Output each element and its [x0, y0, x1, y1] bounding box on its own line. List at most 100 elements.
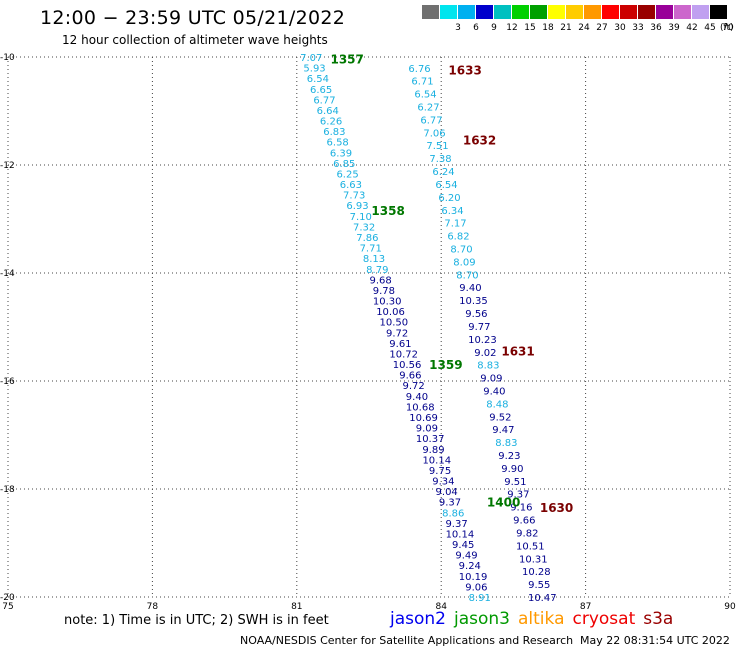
- wave-height-value: 10.51: [516, 541, 545, 552]
- wave-height-value: 10.69: [409, 413, 438, 424]
- wave-height-value: 8.79: [366, 265, 388, 276]
- wave-height-value: 6.27: [417, 103, 439, 114]
- wave-height-value: 9.49: [455, 551, 477, 562]
- wave-height-value: 7.06: [423, 128, 445, 139]
- footnote: note: 1) Time is in UTC; 2) SWH is in fe…: [64, 613, 329, 628]
- wave-height-value: 6.24: [432, 167, 454, 178]
- lat-tick-label: -14: [0, 269, 15, 279]
- pass-time-label: 1630: [540, 501, 573, 515]
- wave-height-value: 9.24: [459, 561, 481, 572]
- pass-time-label: 1357: [330, 53, 363, 67]
- lat-tick-label: -10: [0, 53, 15, 63]
- wave-height-value: 7.38: [429, 154, 451, 165]
- satellite-name: altika: [518, 609, 565, 629]
- legend-swatch: [422, 5, 439, 19]
- wave-height-value: 8.48: [486, 399, 508, 410]
- legend-swatch: [548, 5, 565, 19]
- chart-subtitle: 12 hour collection of altimeter wave hei…: [62, 33, 328, 47]
- wave-height-value: 6.34: [441, 206, 463, 217]
- wave-height-value: 9.37: [507, 490, 529, 501]
- wave-height-value: 6.39: [330, 148, 352, 159]
- wave-height-value: 9.09: [480, 374, 502, 385]
- satellite-name: jason3: [454, 609, 510, 629]
- pass-time-labels: 1357 1633 1632 1358 1631 1359 1400 1630: [330, 53, 573, 515]
- legend-label: 9: [491, 23, 497, 33]
- legend-label: 15: [524, 23, 536, 33]
- wave-height-value: 10.23: [468, 335, 497, 346]
- legend-label: 27: [596, 23, 608, 33]
- legend-swatch: [530, 5, 547, 19]
- legend-swatch: [674, 5, 691, 19]
- wave-height-value: 9.90: [501, 464, 523, 475]
- lon-tick-label: 81: [291, 602, 302, 612]
- wave-height-value: 9.47: [492, 425, 514, 436]
- wave-height-observations: 7.075.936.546.656.776.646.266.836.586.39…: [300, 53, 556, 604]
- wave-height-value: 9.02: [474, 348, 496, 359]
- wave-height-value: 6.54: [414, 90, 436, 101]
- generated-timestamp: May 22 08:31:54 UTC 2022: [580, 634, 730, 647]
- lon-tick-label: 78: [147, 602, 159, 612]
- satellite-name: jason2: [390, 609, 446, 629]
- legend-swatch: [692, 5, 709, 19]
- axis-tick-labels: 75 78 81 84 87 90 -10 -12 -14 -16 -18 -20: [0, 53, 736, 612]
- lat-tick-label: -16: [0, 377, 15, 387]
- satellite-legend: jason2 jason3 altika cryosat s3a: [390, 609, 681, 629]
- legend-swatch: [638, 5, 655, 19]
- legend-swatch: [440, 5, 457, 19]
- wave-height-value: 10.56: [393, 360, 422, 371]
- wave-height-value: 10.72: [389, 349, 418, 360]
- wave-height-value: 9.40: [406, 392, 428, 403]
- wave-height-value: 6.54: [435, 180, 457, 191]
- wave-height-value: 10.30: [373, 297, 402, 308]
- legend-label: 42: [686, 23, 698, 33]
- wave-height-value: 6.85: [333, 159, 355, 170]
- wave-height-value: 7.17: [444, 219, 466, 230]
- wave-height-value: 9.77: [468, 322, 490, 333]
- wave-height-value: 8.13: [363, 254, 385, 265]
- wave-height-value: 10.14: [422, 455, 451, 466]
- wave-height-value: 10.14: [446, 529, 475, 540]
- wave-height-value: 9.34: [432, 477, 454, 488]
- wave-height-value: 6.82: [447, 232, 469, 243]
- lon-tick-label: 87: [580, 602, 591, 612]
- wave-height-value: 9.40: [459, 283, 481, 294]
- wave-height-value: 9.78: [373, 286, 395, 297]
- legend-label: 39: [668, 23, 680, 33]
- wave-height-value: 9.55: [528, 580, 550, 591]
- legend-label: 36: [650, 23, 662, 33]
- wave-height-value: 9.75: [429, 466, 451, 477]
- wave-height-value: 6.65: [310, 85, 332, 96]
- wave-height-value: 6.77: [420, 115, 442, 126]
- wave-height-value: 8.70: [456, 270, 478, 281]
- chart-title: 12:00 − 23:59 UTC 05/21/2022: [40, 7, 346, 29]
- wave-height-value: 10.37: [416, 434, 445, 445]
- legend-swatch: [656, 5, 673, 19]
- legend-swatch: [584, 5, 601, 19]
- wave-height-value: 6.93: [346, 201, 368, 212]
- legend-label: 24: [578, 23, 590, 33]
- legend-label: 18: [542, 23, 554, 33]
- wave-height-value: 7.71: [360, 244, 382, 255]
- wave-height-value: 6.77: [313, 95, 335, 106]
- wave-height-value: 10.06: [376, 307, 405, 318]
- pass-time-label: 1400: [487, 496, 520, 510]
- wave-height-value: 6.64: [317, 106, 339, 117]
- wave-height-value: 8.70: [450, 245, 472, 256]
- legend-label: 33: [632, 23, 644, 33]
- lat-tick-label: -12: [0, 161, 15, 171]
- legend-swatch: [494, 5, 511, 19]
- grid-lines: [7, 56, 731, 598]
- legend-units: (ft): [720, 23, 734, 33]
- wave-height-value: 6.76: [408, 64, 430, 75]
- credit-line: NOAA/NESDIS Center for Satellite Applica…: [240, 634, 574, 647]
- legend-label: 45: [704, 23, 716, 33]
- wave-height-value: 9.61: [389, 339, 411, 350]
- wave-height-value: 9.23: [498, 451, 520, 462]
- wave-height-value: 8.86: [442, 508, 464, 519]
- legend-label: 21: [560, 23, 572, 33]
- wave-height-value: 6.71: [411, 77, 433, 88]
- legend-swatch: [512, 5, 529, 19]
- pass-time-label: 1633: [448, 64, 481, 78]
- pass-time-label: 1631: [501, 344, 534, 358]
